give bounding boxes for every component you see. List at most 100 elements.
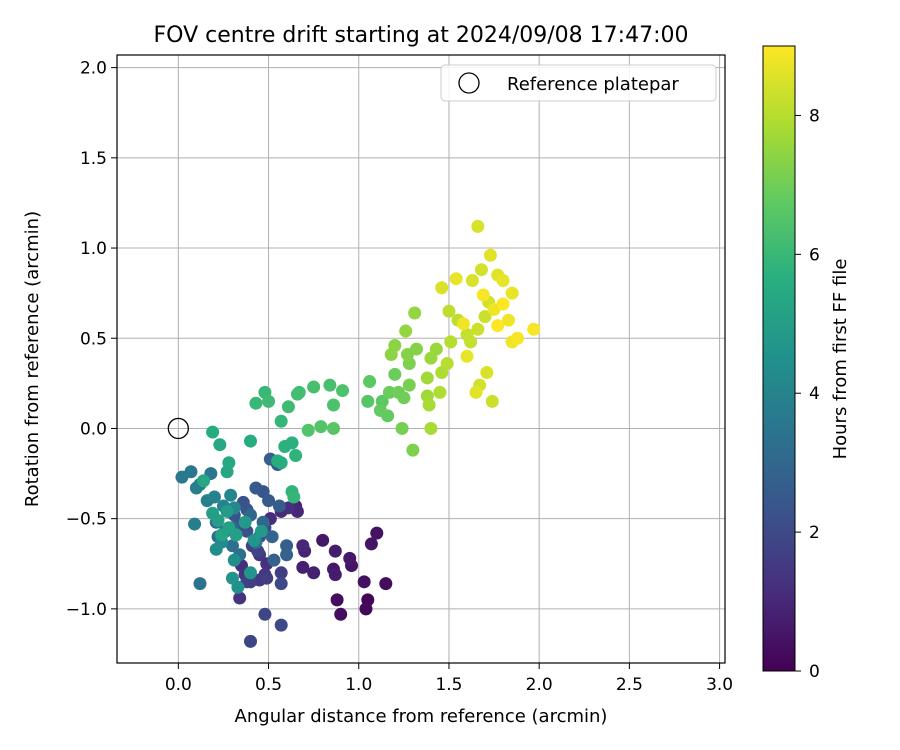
- data-point: [307, 566, 321, 580]
- data-point: [280, 548, 294, 562]
- colorbar-tick-label: 4: [809, 384, 820, 404]
- data-point: [287, 490, 301, 504]
- data-point: [478, 310, 492, 324]
- data-point: [422, 398, 436, 412]
- data-point: [233, 591, 247, 605]
- x-tick-label: 2.0: [526, 675, 553, 695]
- data-point: [382, 385, 396, 399]
- data-point: [465, 274, 479, 288]
- data-point: [222, 456, 236, 470]
- data-point: [406, 443, 420, 457]
- data-point: [326, 398, 340, 412]
- data-point: [247, 533, 261, 547]
- data-point: [474, 263, 488, 277]
- data-point: [262, 394, 276, 408]
- data-point: [272, 499, 286, 513]
- reference-platepar-marker: [167, 417, 189, 440]
- data-point: [209, 542, 223, 556]
- data-point: [469, 385, 483, 399]
- x-axis-ticks: 0.0 0.5 1.0 1.5 2.0 2.5 3.0: [165, 663, 733, 695]
- data-point: [225, 539, 239, 553]
- x-tick-label: 0.5: [255, 675, 282, 695]
- data-point: [289, 449, 303, 463]
- data-point: [207, 490, 221, 504]
- data-point: [244, 634, 258, 648]
- data-point: [464, 335, 478, 349]
- y-tick-label: 1.5: [80, 149, 107, 169]
- data-point: [328, 568, 342, 582]
- data-point: [314, 420, 328, 434]
- colorbar-tick-label: 8: [809, 106, 820, 126]
- data-point: [224, 488, 238, 502]
- data-point: [364, 537, 378, 551]
- data-point: [435, 281, 449, 295]
- data-point: [334, 607, 348, 621]
- data-point: [471, 322, 485, 336]
- data-point: [316, 533, 330, 547]
- colorbar-tick-label: 2: [809, 523, 820, 543]
- data-point: [328, 544, 342, 558]
- data-point: [280, 539, 294, 553]
- colorbar-tick-label: 6: [809, 245, 820, 265]
- y-tick-label: 0.0: [80, 419, 107, 439]
- colorbar-tick-label: 0: [809, 662, 820, 682]
- y-axis-label: Rotation from reference (arcmin): [22, 211, 43, 507]
- data-point: [491, 319, 505, 333]
- y-axis-ticks: −1.0 −0.5 0.0 0.5 1.0 1.5 2.0: [66, 59, 117, 620]
- data-point: [460, 349, 474, 363]
- x-axis-label: Angular distance from reference (arcmin): [235, 706, 608, 727]
- data-point: [397, 391, 411, 405]
- data-point: [274, 618, 288, 632]
- data-point: [296, 560, 310, 574]
- data-point: [442, 304, 456, 318]
- data-point: [238, 515, 252, 529]
- data-point: [359, 602, 373, 616]
- data-point: [274, 577, 288, 591]
- data-point: [388, 367, 402, 381]
- data-point: [496, 297, 510, 311]
- y-tick-label: −0.5: [66, 510, 107, 530]
- x-tick-label: 2.5: [616, 675, 643, 695]
- data-point: [496, 274, 510, 288]
- data-point: [384, 347, 398, 361]
- data-point: [274, 414, 288, 428]
- x-tick-label: 1.5: [435, 675, 462, 695]
- data-point: [408, 306, 422, 320]
- data-point: [336, 384, 350, 398]
- data-point: [381, 409, 395, 423]
- data-point: [285, 436, 299, 450]
- data-point: [527, 322, 541, 336]
- data-point: [480, 366, 494, 380]
- data-point: [361, 394, 375, 408]
- data-point: [281, 400, 295, 414]
- data-point: [211, 513, 225, 527]
- data-point: [193, 577, 207, 591]
- data-point: [301, 423, 315, 437]
- data-point: [471, 219, 485, 233]
- data-point: [244, 434, 258, 448]
- data-point: [215, 528, 229, 542]
- y-tick-label: −1.0: [66, 600, 107, 620]
- colorbar-label: Hours from first FF file: [830, 259, 851, 460]
- data-point: [420, 371, 434, 385]
- data-point: [511, 331, 525, 345]
- x-tick-label: 0.0: [165, 675, 192, 695]
- data-point: [330, 593, 344, 607]
- y-tick-label: 1.0: [80, 239, 107, 259]
- data-point: [379, 577, 393, 591]
- data-point: [274, 456, 288, 470]
- data-point: [244, 566, 258, 580]
- legend-box: [440, 64, 717, 102]
- data-point: [502, 313, 516, 327]
- data-point: [307, 380, 321, 394]
- data-point: [258, 607, 272, 621]
- data-point: [206, 425, 220, 439]
- data-point: [449, 272, 463, 286]
- x-tick-label: 3.0: [706, 675, 733, 695]
- data-point: [188, 517, 202, 531]
- scatter-points: [175, 219, 541, 648]
- x-gridlines: [177, 55, 721, 663]
- data-point: [444, 335, 458, 349]
- data-point: [429, 342, 443, 356]
- data-point: [323, 378, 337, 392]
